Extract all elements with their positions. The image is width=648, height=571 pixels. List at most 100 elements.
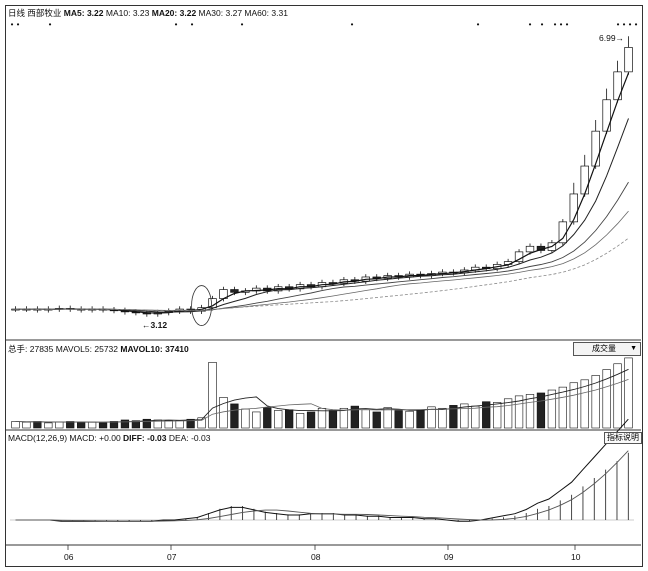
volume-bar: [580, 379, 589, 429]
candle-body: [602, 99, 611, 132]
volume-total-label: 总手:: [8, 344, 28, 354]
event-marker-icon: •: [566, 20, 569, 29]
volume-bar: [44, 422, 53, 429]
diff-label: DIFF:: [123, 433, 145, 443]
volume-header: 总手: 27835 MAVOL5: 25732 MAVOL10: 37410: [8, 344, 189, 354]
volume-bar: [460, 403, 469, 429]
breakout-highlight: [191, 285, 212, 326]
volume-bar: [164, 420, 173, 429]
event-marker-icon: •: [554, 20, 557, 29]
volume-bar: [591, 375, 600, 429]
volume-total-value: 27835: [29, 344, 54, 354]
volume-bar: [230, 403, 239, 429]
macd-header: MACD(12,26,9) MACD: +0.00 DIFF: -0.03 DE…: [8, 433, 210, 443]
event-marker-icon: •: [175, 20, 178, 29]
volume-bar: [98, 422, 108, 429]
event-marker-icon: •: [541, 20, 544, 29]
mavol5-label: MAVOL5:: [55, 344, 92, 354]
volume-bar: [252, 411, 261, 429]
chevron-down-icon: ▼: [630, 345, 637, 352]
volume-bar: [471, 405, 480, 429]
x-tick-10: 10: [571, 552, 581, 562]
volume-bar: [416, 410, 425, 429]
volume-bar: [438, 407, 447, 429]
volume-bar: [525, 394, 535, 429]
volume-bar: [66, 421, 75, 429]
volume-bar: [306, 411, 316, 429]
ma60-line: [15, 237, 629, 311]
mavol10-line: [15, 379, 629, 423]
volume-bar: [503, 398, 513, 429]
volume-bar: [87, 421, 97, 429]
volume-bar: [350, 405, 359, 429]
volume-bar: [241, 408, 250, 429]
price-header: 日线 西部牧业 MA5: 3.22 MA10: 3.23 MA20: 3.22 …: [8, 8, 288, 18]
ma20-value: 3.22: [179, 8, 197, 18]
mavol10-label: MAVOL10:: [120, 344, 163, 354]
event-marker-icon: •: [351, 20, 354, 29]
volume-bar: [142, 418, 151, 429]
volume-bar: [536, 392, 546, 429]
x-tick-07: 07: [167, 552, 177, 562]
volume-bar: [569, 382, 578, 429]
diff-value: -0.03: [147, 433, 167, 443]
ma20-line: [15, 181, 629, 312]
candle-body: [624, 47, 633, 73]
low-price-annotation: ←3.12: [142, 320, 168, 330]
volume-bar: [514, 395, 524, 429]
x-tick-09: 09: [444, 552, 454, 562]
x-tick-06: 06: [64, 552, 74, 562]
mavol10-value: 37410: [165, 344, 189, 354]
volume-bar: [274, 410, 283, 429]
volume-bar: [22, 421, 31, 429]
ma5-value: 3.22: [86, 8, 104, 18]
candle-body: [591, 130, 600, 167]
indicator-dropdown[interactable]: 成交量 ▼: [573, 342, 641, 356]
volume-bar: [383, 407, 392, 429]
volume-bar: [602, 369, 611, 429]
volume-bar: [613, 363, 622, 429]
ma60-label: MA60:: [244, 8, 269, 18]
volume-bar: [547, 389, 557, 429]
indicator-help-button[interactable]: 指标说明: [604, 432, 642, 444]
event-marker-icon: •: [617, 20, 620, 29]
event-marker-icon: •: [241, 20, 244, 29]
stock-name: 西部牧业: [27, 8, 62, 18]
event-marker-icon: •: [629, 20, 632, 29]
volume-bar: [208, 361, 217, 429]
volume-bar: [624, 357, 633, 429]
candle-body: [525, 245, 535, 253]
volume-bar: [328, 410, 338, 429]
ma10-value: 3.23: [132, 8, 150, 18]
volume-bar: [175, 420, 184, 429]
candle-body: [580, 165, 589, 195]
volume-bar: [131, 420, 141, 429]
volume-bar: [197, 417, 206, 429]
ma30-value: 3.27: [225, 8, 243, 18]
volume-bar: [394, 410, 403, 429]
candle-body: [230, 289, 239, 293]
period-label: 日线: [8, 8, 26, 18]
ma60-value: 3.31: [271, 8, 288, 18]
event-marker-icon: •: [49, 20, 52, 29]
event-marker-icon: •: [560, 20, 563, 29]
volume-bar: [295, 413, 305, 429]
volume-bar: [33, 421, 42, 429]
volume-bar: [120, 419, 130, 429]
volume-bar: [482, 401, 491, 429]
volume-bar: [55, 421, 64, 429]
dea-line: [15, 450, 629, 522]
event-marker-icon: •: [11, 20, 14, 29]
volume-bar: [558, 386, 567, 429]
volume-bar: [186, 418, 195, 429]
ma20-label: MA20:: [151, 8, 178, 18]
volume-bar: [109, 421, 119, 429]
high-price-annotation: 6.99→: [599, 33, 625, 43]
indicator-dropdown-label: 成交量: [592, 344, 616, 353]
event-marker-icon: •: [477, 20, 480, 29]
event-marker-icon: •: [529, 20, 532, 29]
volume-bar: [361, 409, 370, 429]
volume-bar: [263, 407, 272, 429]
event-marker-icon: •: [191, 20, 194, 29]
